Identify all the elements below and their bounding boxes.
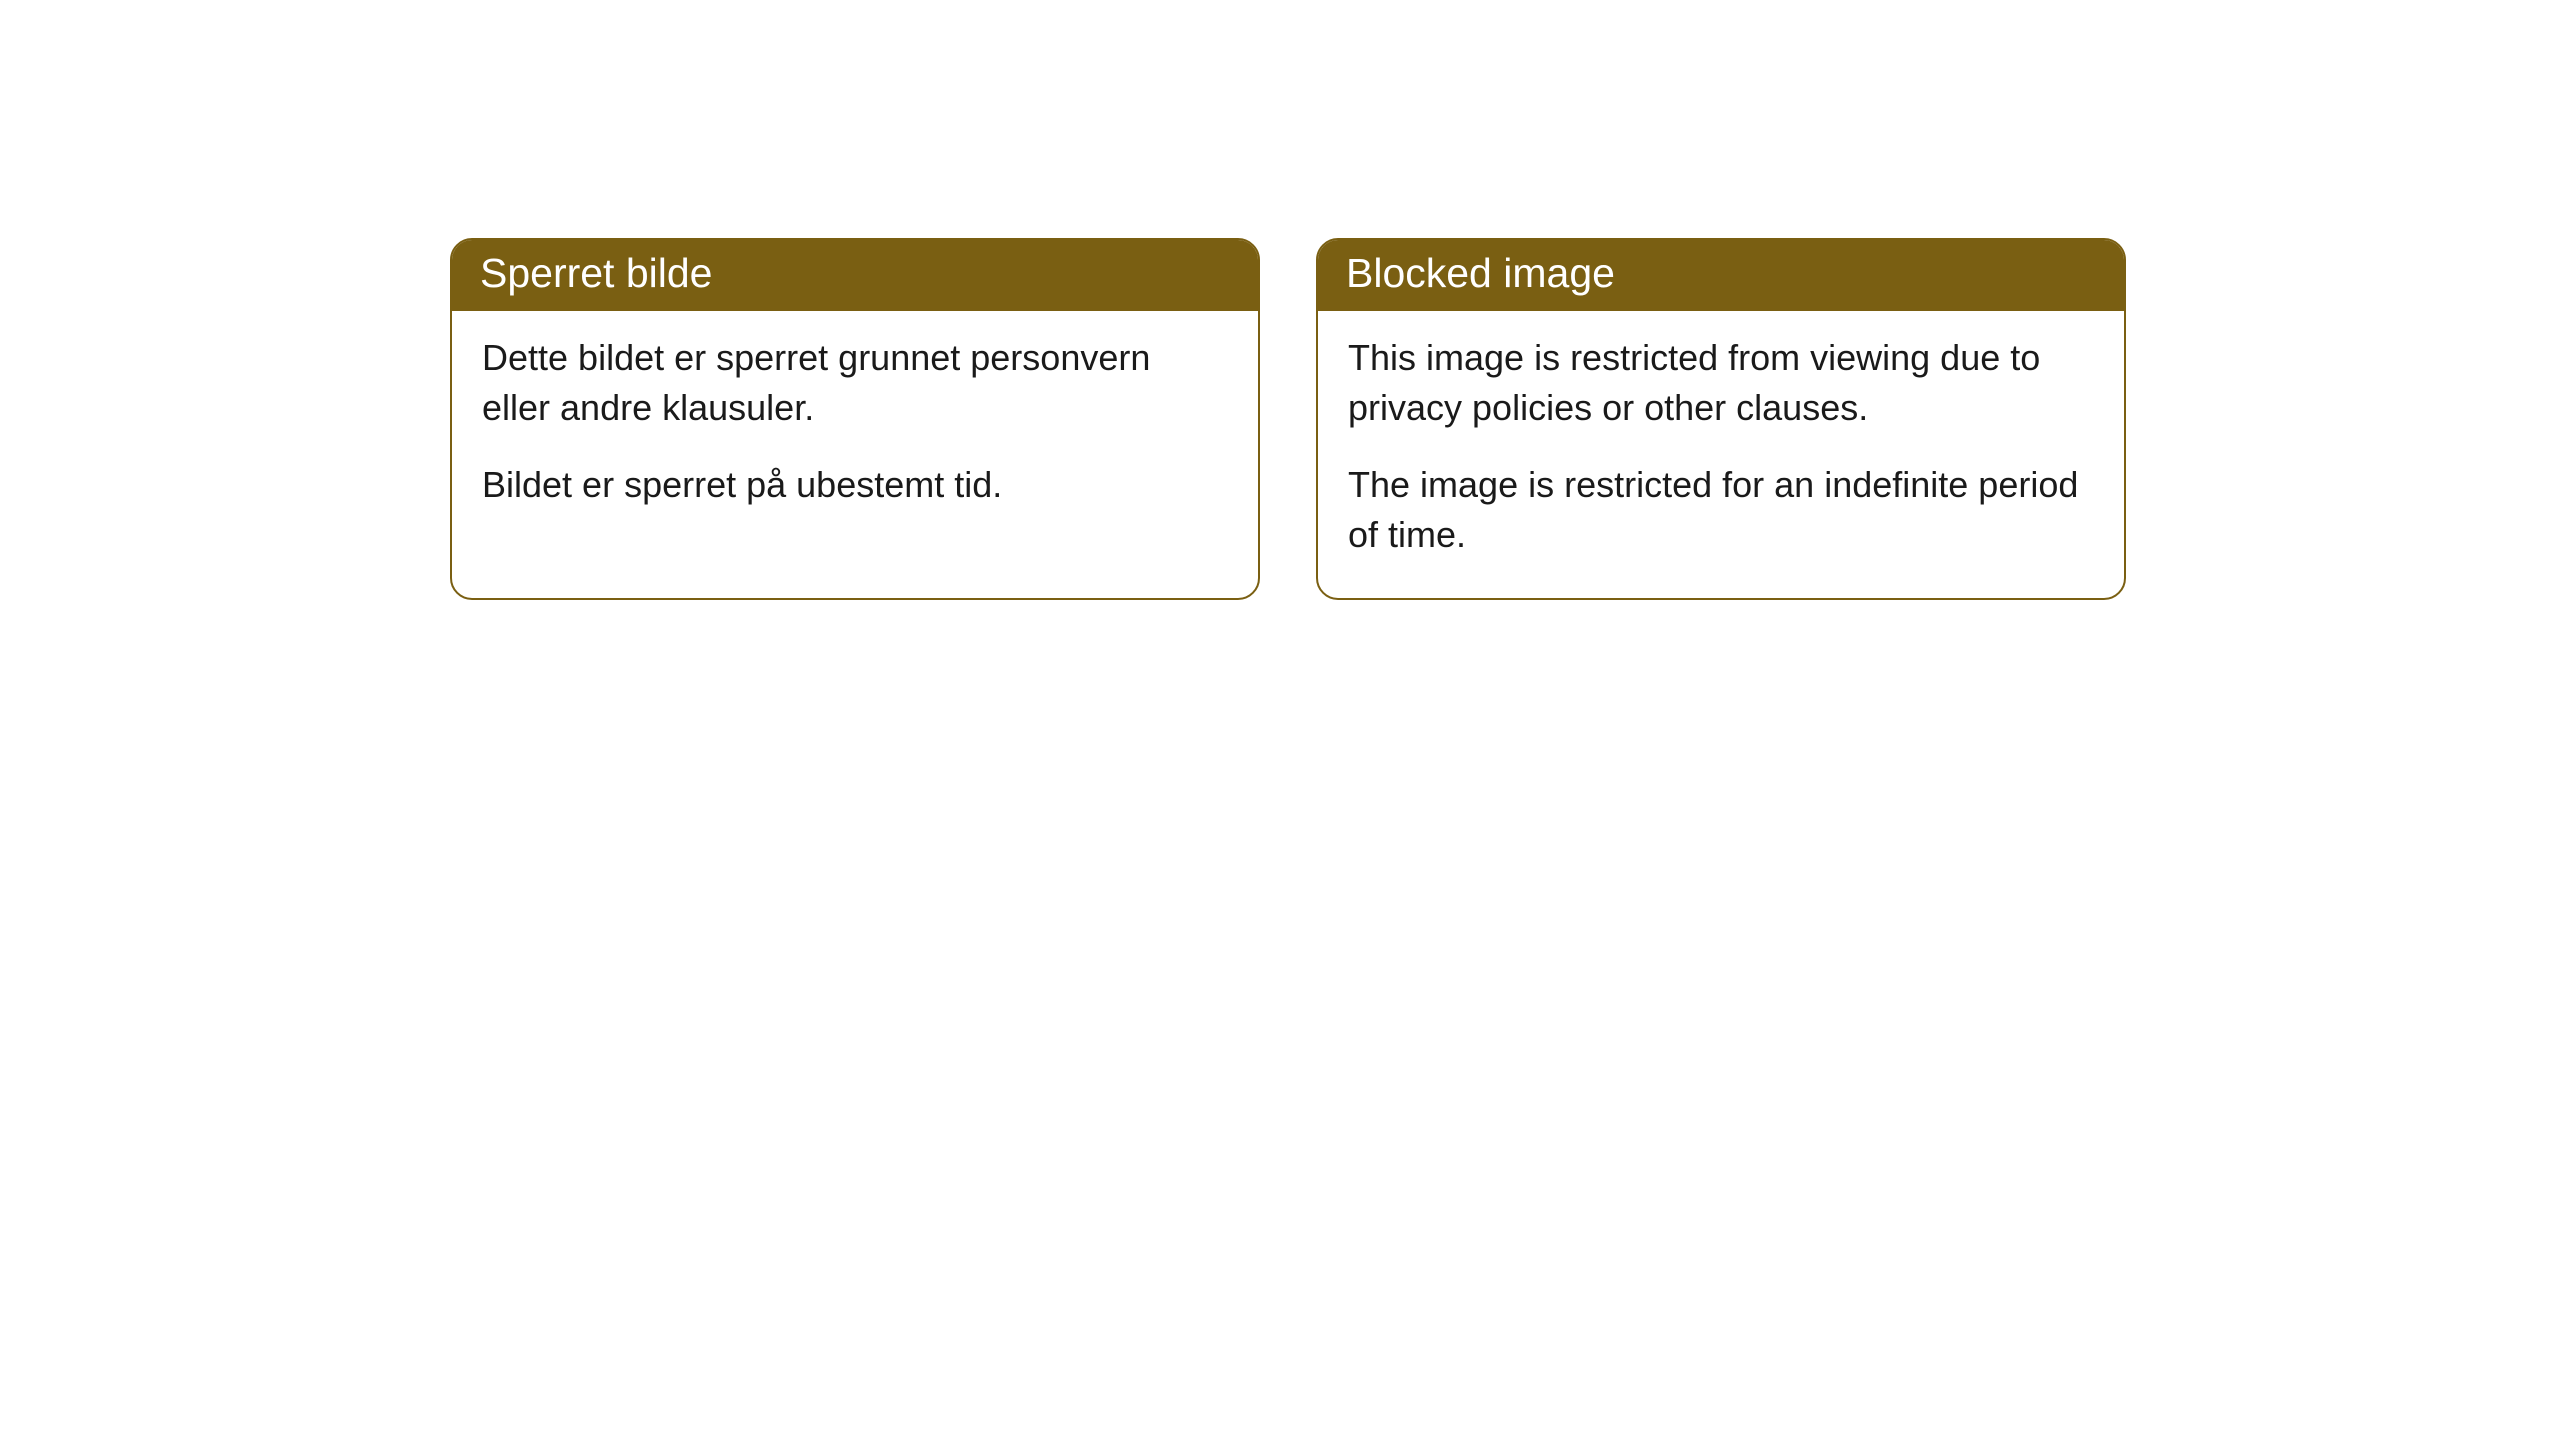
card-norwegian: Sperret bilde Dette bildet er sperret gr… [450,238,1260,600]
card-english-paragraph-1: This image is restricted from viewing du… [1348,333,2094,432]
card-english-header: Blocked image [1318,240,2124,311]
card-norwegian-paragraph-1: Dette bildet er sperret grunnet personve… [482,333,1228,432]
card-norwegian-body: Dette bildet er sperret grunnet personve… [452,311,1258,548]
card-english: Blocked image This image is restricted f… [1316,238,2126,600]
cards-container: Sperret bilde Dette bildet er sperret gr… [450,238,2126,600]
card-english-body: This image is restricted from viewing du… [1318,311,2124,598]
card-norwegian-paragraph-2: Bildet er sperret på ubestemt tid. [482,460,1228,510]
card-english-paragraph-2: The image is restricted for an indefinit… [1348,460,2094,559]
card-norwegian-header: Sperret bilde [452,240,1258,311]
